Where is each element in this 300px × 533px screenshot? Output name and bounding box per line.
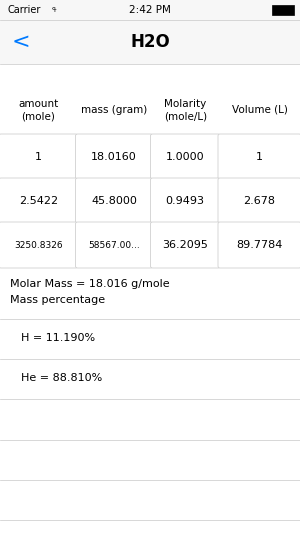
FancyBboxPatch shape xyxy=(218,222,300,268)
Text: 1: 1 xyxy=(256,152,263,162)
Bar xyxy=(272,5,294,15)
FancyBboxPatch shape xyxy=(218,178,300,224)
Text: 1: 1 xyxy=(35,152,42,162)
Text: 58567.00...: 58567.00... xyxy=(88,240,140,249)
Text: 2.678: 2.678 xyxy=(244,196,275,206)
FancyBboxPatch shape xyxy=(0,134,77,180)
Text: 0.9493: 0.9493 xyxy=(166,196,205,206)
Text: Molarity
(mole/L): Molarity (mole/L) xyxy=(164,99,207,121)
Text: Molar Mass = 18.016 g/mole: Molar Mass = 18.016 g/mole xyxy=(10,279,169,289)
Text: mass (gram): mass (gram) xyxy=(81,105,147,115)
Text: Mass percentage: Mass percentage xyxy=(10,295,105,305)
FancyBboxPatch shape xyxy=(218,134,300,180)
Text: 2.5422: 2.5422 xyxy=(19,196,58,206)
FancyBboxPatch shape xyxy=(0,178,77,224)
Bar xyxy=(0,20,300,64)
Text: 89.7784: 89.7784 xyxy=(236,240,283,250)
Text: 18.0160: 18.0160 xyxy=(91,152,137,162)
Text: 3250.8326: 3250.8326 xyxy=(14,240,63,249)
FancyBboxPatch shape xyxy=(76,178,152,224)
Text: 45.8000: 45.8000 xyxy=(91,196,137,206)
FancyBboxPatch shape xyxy=(76,134,152,180)
Text: Volume (L): Volume (L) xyxy=(232,105,287,115)
Text: 2:42 PM: 2:42 PM xyxy=(129,5,171,15)
Text: 36.2095: 36.2095 xyxy=(162,240,208,250)
Text: He = 88.810%: He = 88.810% xyxy=(14,373,102,383)
FancyBboxPatch shape xyxy=(0,222,77,268)
FancyBboxPatch shape xyxy=(76,222,152,268)
FancyBboxPatch shape xyxy=(151,178,220,224)
Text: H = 11.190%: H = 11.190% xyxy=(14,333,95,343)
Text: ߟ: ߟ xyxy=(52,7,57,13)
Text: H2O: H2O xyxy=(130,33,170,51)
FancyBboxPatch shape xyxy=(151,134,220,180)
Text: Carrier: Carrier xyxy=(8,5,41,15)
Text: <: < xyxy=(12,32,31,52)
Bar xyxy=(0,0,300,20)
Text: amount
(mole): amount (mole) xyxy=(18,99,58,121)
Text: 1.0000: 1.0000 xyxy=(166,152,205,162)
FancyBboxPatch shape xyxy=(151,222,220,268)
